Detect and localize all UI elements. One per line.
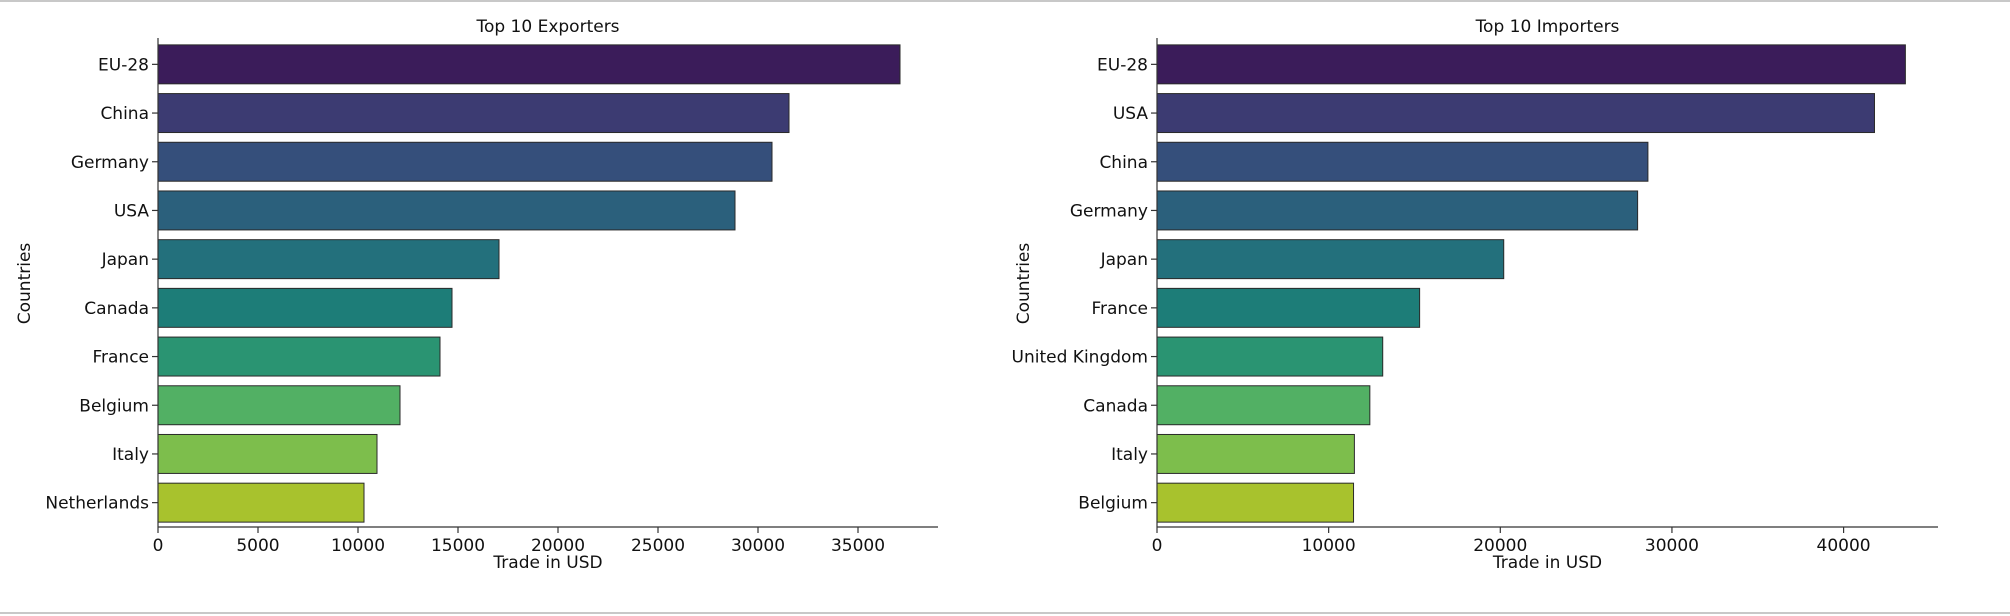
- y-tick-label: Netherlands: [45, 494, 149, 514]
- bar: [157, 482, 365, 523]
- bar: [157, 385, 401, 426]
- bar: [157, 190, 736, 231]
- bar: [157, 141, 773, 182]
- bottom-divider: [0, 612, 2010, 614]
- y-tick-label: Japan: [101, 250, 149, 270]
- y-tick-label: Germany: [1070, 201, 1148, 221]
- y-tick-label: USA: [1113, 104, 1149, 124]
- y-axis-label: Countries: [15, 243, 35, 325]
- y-tick-label: Canada: [1083, 396, 1148, 416]
- y-tick-label: Japan: [1100, 250, 1148, 270]
- x-tick-label: 10000: [1302, 536, 1356, 556]
- x-tick-label: 0: [1152, 536, 1163, 556]
- y-tick-label: Italy: [1111, 445, 1148, 465]
- y-tick-label: EU-28: [1097, 55, 1148, 75]
- y-tick-label: France: [92, 348, 149, 368]
- bar: [1156, 141, 1649, 182]
- x-tick-label: 40000: [1817, 536, 1871, 556]
- x-tick-label: 5000: [236, 536, 279, 556]
- y-tick-label: Germany: [71, 153, 149, 173]
- x-tick-label: 30000: [1645, 536, 1699, 556]
- x-axis-label: Trade in USD: [492, 553, 602, 573]
- bar: [157, 239, 500, 280]
- y-tick-label: China: [100, 104, 149, 124]
- y-tick-label: China: [1099, 153, 1148, 173]
- bar: [1156, 93, 1875, 134]
- x-tick-label: 30000: [731, 536, 785, 556]
- y-tick-label: United Kingdom: [1012, 348, 1148, 368]
- y-axis-label: Countries: [1014, 243, 1034, 325]
- bar: [157, 44, 901, 85]
- bar: [157, 287, 453, 328]
- bar: [1156, 433, 1355, 474]
- y-tick-label: Canada: [84, 299, 149, 319]
- x-tick-label: 25000: [631, 536, 685, 556]
- bar: [1156, 287, 1421, 328]
- y-tick-label: Belgium: [79, 396, 149, 416]
- bar: [1156, 336, 1384, 377]
- bar: [157, 336, 441, 377]
- bar: [1156, 44, 1906, 85]
- x-axis-label: Trade in USD: [1492, 553, 1602, 573]
- y-tick-label: Italy: [112, 445, 149, 465]
- y-tick-label: France: [1091, 299, 1148, 319]
- x-tick-label: 10000: [331, 536, 385, 556]
- bar: [1156, 239, 1505, 280]
- bar: [157, 433, 378, 474]
- importers-chart: Top 10 Importers Trade in USD Countries …: [1012, 17, 1938, 573]
- x-tick-label: 35000: [831, 536, 885, 556]
- bar: [1156, 190, 1639, 231]
- x-tick-label: 20000: [531, 536, 585, 556]
- bar: [1156, 385, 1371, 426]
- x-tick-label: 15000: [431, 536, 485, 556]
- top-divider: [0, 0, 2010, 2]
- y-tick-label: USA: [114, 201, 150, 221]
- x-tick-label: 20000: [1473, 536, 1527, 556]
- chart-title: Top 10 Exporters: [475, 17, 619, 37]
- bar: [1156, 482, 1355, 523]
- x-tick-label: 0: [153, 536, 164, 556]
- y-tick-label: EU-28: [98, 55, 149, 75]
- y-tick-label: Belgium: [1078, 494, 1148, 514]
- chart-title: Top 10 Importers: [1475, 17, 1620, 37]
- exporters-chart: Top 10 Exporters Trade in USD Countries …: [15, 17, 938, 573]
- bar: [157, 93, 790, 134]
